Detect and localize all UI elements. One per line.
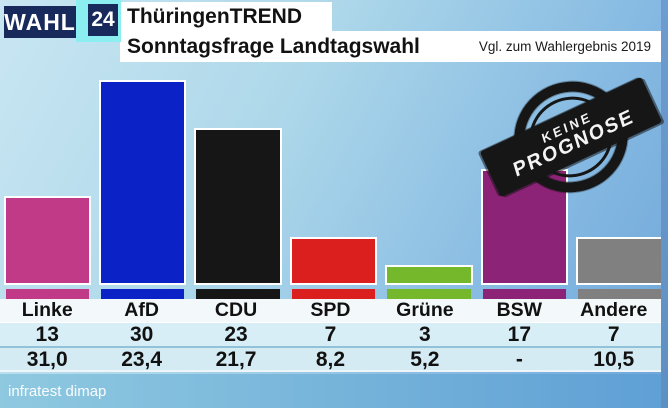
wahl-logo-year-text: 24 [91, 8, 115, 31]
program-title-band: Thüringen TREND [120, 2, 332, 31]
poll-value-linke: 13 [35, 323, 59, 346]
bar-spd [289, 237, 378, 285]
result-2019-cdu: 21,7 [215, 348, 257, 371]
wahl-logo-text: WAHL [4, 8, 76, 35]
bar-cdu [194, 127, 282, 285]
program-title-bold: TREND [229, 4, 302, 28]
party-label-bsw: BSW [496, 298, 543, 321]
bar-bsw [480, 168, 568, 285]
result-2019-andere: 10,5 [593, 348, 635, 371]
party-label-row: Linke AfD CDU SPD Grüne BSW Andere [0, 298, 661, 322]
poll-value-row: 13 30 23 7 3 17 7 [0, 322, 661, 346]
row-separator [0, 346, 661, 348]
poll-value-afd: 30 [129, 323, 154, 346]
poll-value-grüne: 3 [419, 323, 431, 346]
comparison-note: Vgl. zum Wahlergebnis 2019 [478, 39, 651, 54]
bar-linke [3, 196, 91, 285]
color-chip-bsw [482, 289, 566, 299]
source-credit: infratest dimap [8, 382, 107, 400]
party-label-linke: Linke [21, 298, 73, 321]
poll-value-spd: 7 [324, 323, 337, 346]
result-2019-spd: 8,2 [315, 348, 346, 371]
color-chip-cdu [196, 289, 280, 299]
result-2019-grüne: 5,2 [410, 348, 440, 371]
poll-value-bsw: 17 [507, 323, 531, 346]
party-label-spd: SPD [310, 298, 351, 321]
right-edge-strip [661, 0, 668, 408]
color-chip-andere [577, 289, 662, 299]
poll-value-cdu: 23 [224, 323, 248, 346]
party-label-afd: AfD [124, 298, 159, 321]
party-label-grüne: Grüne [396, 298, 454, 321]
wahl-logo-year: 24 [88, 4, 118, 36]
color-chip-linke [5, 289, 89, 299]
chart-subtitle-band: Sonntagsfrage Landtagswahl Vgl. zum Wahl… [120, 31, 661, 62]
bar-andere [575, 237, 664, 285]
poll-value-andere: 7 [607, 323, 620, 346]
wahl-logo: WAHL [4, 6, 76, 38]
bar-afd [98, 80, 187, 285]
result-2019-row: 31,0 23,4 21,7 8,2 5,2 - 10,5 [0, 348, 661, 372]
color-chip-grüne [387, 289, 471, 299]
color-chip-afd [100, 289, 185, 299]
party-label-andere: Andere [580, 298, 648, 321]
color-chip-spd [291, 289, 376, 299]
party-label-cdu: CDU [214, 298, 258, 321]
program-title-regular: Thüringen [127, 4, 230, 28]
footer-band: infratest dimap [0, 374, 668, 408]
result-2019-linke: 31,0 [26, 348, 68, 371]
chart-subtitle: Sonntagsfrage Landtagswahl [127, 34, 420, 58]
result-2019-afd: 23,4 [121, 348, 163, 371]
bar-grüne [385, 264, 473, 285]
result-2019-bsw: - [515, 348, 523, 371]
